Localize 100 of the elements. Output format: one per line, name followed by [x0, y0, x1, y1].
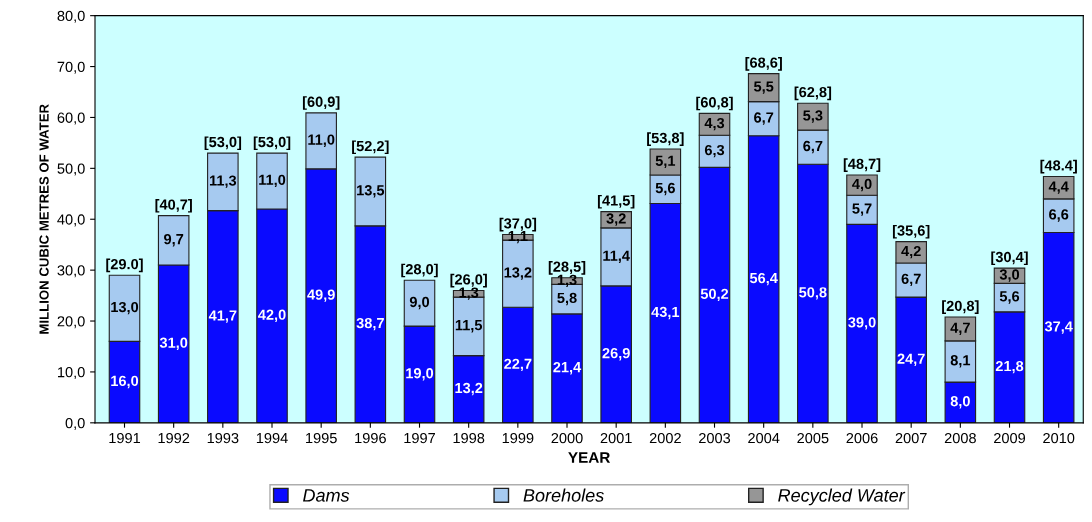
- x-tick-label: 1991: [109, 432, 141, 444]
- data-label: 4,4: [1048, 181, 1069, 194]
- data-label: 24,7: [897, 353, 925, 366]
- total-label: [28,0]: [401, 263, 438, 278]
- y-tick-label: 70,0: [57, 61, 85, 74]
- y-tick-label: 40,0: [57, 214, 85, 227]
- data-label: 31,0: [159, 337, 188, 350]
- data-label: 4,7: [950, 322, 970, 335]
- data-label: 5,3: [803, 110, 823, 123]
- legend-label: Recycled Water: [778, 488, 906, 506]
- x-tick-label: 2002: [649, 432, 681, 444]
- data-label: 4,0: [852, 178, 872, 192]
- x-tick-label: 1999: [502, 432, 534, 444]
- total-label: [60,8]: [696, 96, 733, 111]
- x-tick-label: 2007: [895, 432, 927, 444]
- x-tick-label: 1994: [256, 432, 288, 444]
- data-label: 6,6: [1049, 209, 1069, 222]
- data-label: 3,2: [606, 213, 626, 226]
- x-tick-label: 2010: [1043, 432, 1075, 444]
- y-tick-label: 10,0: [58, 367, 85, 380]
- data-label: 11,0: [308, 134, 335, 147]
- data-label: 5,1: [655, 155, 676, 169]
- x-tick-label: 1995: [306, 432, 337, 444]
- total-label: [20,8]: [942, 300, 979, 314]
- x-tick-label: 2005: [797, 432, 829, 444]
- data-label: 4,2: [901, 245, 921, 259]
- data-label: 21,8: [995, 360, 1024, 374]
- data-label: 5,8: [557, 292, 577, 306]
- data-label: 13,0: [111, 301, 139, 315]
- data-label: 5,6: [999, 291, 1020, 304]
- x-tick-label: 1992: [158, 432, 190, 444]
- data-label: 6,7: [901, 273, 921, 287]
- y-tick-label: 0,0: [65, 417, 85, 430]
- data-label: 4,3: [704, 117, 725, 131]
- data-label: 6,3: [704, 144, 725, 158]
- y-tick-label: 30,0: [57, 265, 85, 278]
- x-tick-label: 1998: [453, 432, 485, 444]
- data-label: 56,4: [749, 272, 778, 286]
- data-label: 6,7: [754, 112, 774, 125]
- x-tick-label: 2001: [600, 432, 632, 444]
- y-tick-label: 80,0: [57, 10, 85, 23]
- total-label: [41,5]: [597, 194, 635, 209]
- y-tick-label: 50,0: [57, 163, 85, 176]
- data-label: 50,8: [799, 287, 827, 300]
- total-label: [68,6]: [745, 57, 782, 71]
- data-label: 8,0: [950, 396, 970, 409]
- data-label: 11,0: [259, 174, 286, 188]
- x-tick-label: 2006: [846, 432, 878, 444]
- total-label: [53,0]: [204, 136, 242, 151]
- total-label: [53,8]: [647, 132, 684, 146]
- data-label: 11,3: [209, 175, 237, 188]
- x-tick-label: 2004: [748, 432, 780, 444]
- data-label: 8,1: [950, 355, 971, 368]
- total-label: [35,6]: [892, 224, 930, 239]
- data-label: 39,0: [848, 317, 876, 330]
- data-label: 9,0: [409, 296, 430, 310]
- data-label: 11,4: [603, 250, 630, 263]
- total-label: [52,2]: [352, 140, 389, 155]
- data-label: 5,6: [655, 182, 675, 196]
- total-label: [37,0]: [499, 217, 537, 232]
- data-label: 5,7: [852, 203, 872, 216]
- x-axis-title: YEAR: [568, 452, 611, 463]
- data-label: 49,9: [307, 289, 335, 302]
- total-label: [29.0]: [106, 258, 143, 273]
- x-tick-label: 1997: [404, 432, 435, 444]
- data-label: 6,7: [803, 140, 823, 154]
- total-label: [26,0]: [450, 273, 487, 288]
- data-label: 3,0: [999, 269, 1020, 282]
- data-label: 37,4: [1044, 321, 1073, 334]
- y-axis-title: MILLION CUBIC METRES OF WATER: [39, 104, 49, 334]
- x-tick-label: 2003: [699, 432, 731, 444]
- data-label: 1,3: [459, 287, 479, 300]
- data-label: 16,0: [111, 375, 139, 389]
- data-label: 41,7: [208, 310, 237, 323]
- y-tick-label: 60,0: [57, 112, 85, 125]
- x-tick-label: 2008: [944, 432, 976, 444]
- total-label: [48,7]: [843, 158, 881, 172]
- data-label: 11,5: [455, 320, 483, 333]
- data-label: 22,7: [504, 358, 532, 372]
- legend-label: Boreholes: [523, 488, 604, 502]
- data-label: 42,0: [258, 309, 286, 322]
- total-label: [53,0]: [253, 136, 291, 151]
- x-tick-label: 2009: [994, 432, 1026, 444]
- data-label: 19,0: [406, 368, 434, 381]
- data-label: 9,7: [164, 233, 184, 247]
- x-tick-label: 1996: [355, 432, 386, 444]
- data-label: 13,2: [455, 382, 483, 396]
- data-label: 13,5: [357, 185, 385, 198]
- legend-label: Dams: [303, 489, 350, 502]
- total-label: [28,5]: [548, 261, 586, 275]
- total-label: [30,4]: [991, 251, 1028, 266]
- total-label: [62,8]: [794, 86, 832, 101]
- y-tick-label: 20,0: [57, 316, 85, 329]
- total-label: [60,9]: [302, 96, 340, 110]
- total-label: [48.4]: [1040, 159, 1077, 174]
- x-tick-label: 1993: [207, 432, 239, 444]
- total-label: [40,7]: [155, 199, 192, 213]
- data-label: 21,4: [553, 361, 582, 375]
- data-label: 26,9: [602, 347, 630, 361]
- data-label: 50,2: [700, 288, 729, 302]
